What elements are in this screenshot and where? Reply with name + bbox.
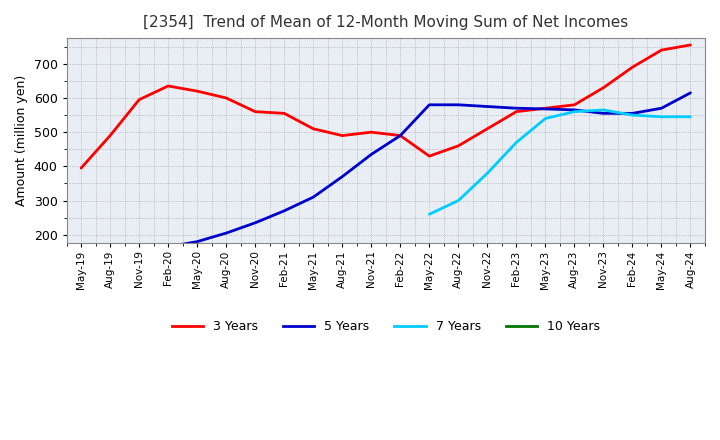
3 Years [222, 95, 230, 101]
5 Years [309, 194, 318, 200]
5 Years [425, 102, 433, 107]
7 Years [628, 113, 636, 118]
5 Years [541, 106, 549, 112]
3 Years [164, 83, 173, 88]
3 Years [396, 133, 405, 138]
3 Years [77, 165, 86, 171]
Legend: 3 Years, 5 Years, 7 Years, 10 Years: 3 Years, 5 Years, 7 Years, 10 Years [166, 315, 605, 338]
3 Years [454, 143, 463, 148]
3 Years [309, 126, 318, 132]
3 Years [628, 65, 636, 70]
5 Years [570, 107, 579, 113]
3 Years [512, 109, 521, 114]
3 Years [425, 154, 433, 159]
7 Years [483, 171, 492, 176]
3 Years [599, 85, 608, 90]
3 Years [570, 102, 579, 107]
3 Years [106, 133, 114, 138]
5 Years [280, 208, 289, 213]
3 Years [338, 133, 346, 138]
7 Years [512, 140, 521, 145]
Title: [2354]  Trend of Mean of 12-Month Moving Sum of Net Incomes: [2354] Trend of Mean of 12-Month Moving … [143, 15, 629, 30]
3 Years [541, 106, 549, 111]
7 Years [599, 107, 608, 113]
5 Years [193, 239, 202, 244]
7 Years [454, 198, 463, 203]
7 Years [425, 212, 433, 217]
Line: 7 Years: 7 Years [429, 110, 690, 214]
5 Years [599, 111, 608, 116]
Line: 5 Years: 5 Years [168, 93, 690, 247]
3 Years [657, 48, 666, 53]
5 Years [628, 111, 636, 116]
3 Years [483, 126, 492, 132]
3 Years [367, 129, 376, 135]
3 Years [251, 109, 259, 114]
5 Years [222, 231, 230, 236]
5 Years [454, 102, 463, 107]
3 Years [280, 111, 289, 116]
3 Years [135, 97, 143, 103]
3 Years [686, 42, 695, 48]
Y-axis label: Amount (million yen): Amount (million yen) [15, 75, 28, 206]
7 Years [570, 109, 579, 114]
7 Years [541, 116, 549, 121]
5 Years [164, 244, 173, 249]
5 Years [657, 106, 666, 111]
5 Years [483, 104, 492, 109]
3 Years [193, 88, 202, 94]
5 Years [686, 90, 695, 95]
5 Years [251, 220, 259, 225]
7 Years [686, 114, 695, 119]
5 Years [396, 133, 405, 138]
5 Years [338, 174, 346, 179]
5 Years [367, 152, 376, 157]
5 Years [512, 106, 521, 111]
7 Years [657, 114, 666, 119]
Line: 3 Years: 3 Years [81, 45, 690, 168]
